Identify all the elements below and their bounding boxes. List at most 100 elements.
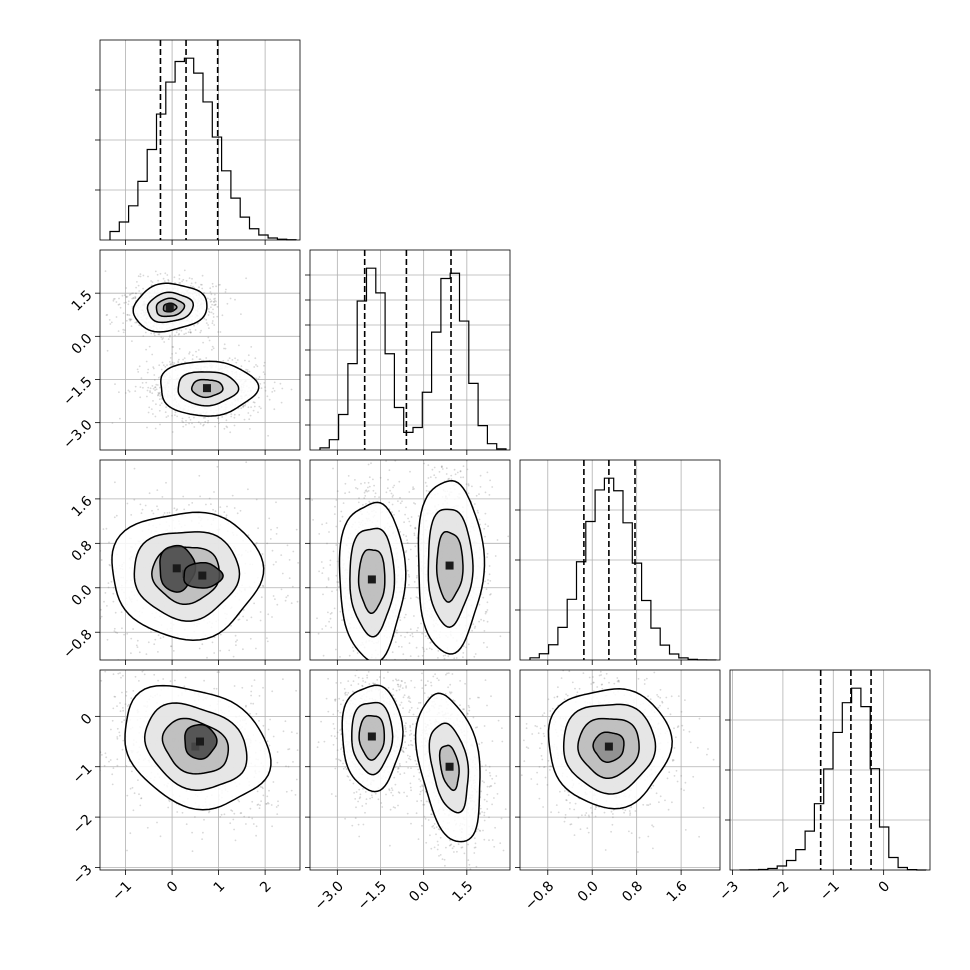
scatter-point — [182, 425, 185, 428]
scatter-point — [421, 632, 424, 635]
scatter-point — [398, 662, 400, 664]
scatter-point — [146, 371, 149, 374]
scatter-point — [373, 484, 375, 487]
scatter-point — [477, 511, 479, 514]
scatter-point — [408, 520, 411, 523]
scatter-point — [424, 635, 427, 637]
scatter-point — [166, 274, 169, 276]
scatter-point — [416, 629, 418, 632]
scatter-point — [486, 601, 489, 604]
scatter-point — [386, 487, 389, 490]
scatter-point — [189, 332, 192, 334]
scatter-point — [196, 322, 199, 325]
scatter-point — [112, 767, 115, 769]
scatter-point — [238, 800, 241, 803]
scatter-point — [212, 508, 215, 511]
scatter-point — [327, 611, 329, 614]
scatter-point — [157, 394, 159, 397]
scatter-point — [339, 520, 342, 523]
scatter-point — [217, 331, 220, 333]
scatter-point — [413, 532, 416, 535]
scatter-point — [149, 390, 151, 392]
scatter-point — [409, 548, 412, 551]
scatter-point — [250, 690, 253, 693]
scatter-point — [125, 287, 128, 289]
scatter-point — [276, 761, 279, 764]
scatter-point — [407, 517, 409, 520]
scatter-point — [303, 779, 305, 781]
scatter-point — [173, 507, 176, 510]
scatter-point — [399, 677, 401, 679]
scatter-point — [321, 628, 324, 630]
scatter-point — [45, 565, 47, 567]
scatter-point — [414, 545, 417, 548]
scatter-point — [145, 381, 148, 384]
scatter-point — [405, 506, 407, 509]
scatter-point — [407, 558, 410, 561]
scatter-point — [429, 476, 432, 478]
scatter-point — [227, 359, 230, 362]
scatter-point — [252, 401, 255, 404]
scatter-point — [403, 616, 406, 619]
scatter-point — [150, 668, 152, 670]
scatter-point — [360, 677, 362, 679]
scatter-point — [161, 338, 164, 341]
scatter-point — [129, 318, 132, 320]
density-peak-1 — [445, 561, 454, 570]
scatter-point — [193, 426, 196, 428]
scatter-point — [297, 562, 299, 564]
scatter-point — [169, 334, 171, 337]
scatter-point — [271, 549, 274, 552]
scatter-point — [367, 463, 370, 466]
scatter-point — [240, 313, 242, 315]
scatter-point — [398, 616, 401, 619]
scatter-point — [447, 478, 450, 480]
scatter-point — [490, 593, 492, 595]
y-tick-label: −0.8 — [60, 627, 95, 662]
scatter-point — [112, 592, 115, 595]
scatter-point — [386, 664, 388, 666]
scatter-point — [366, 490, 369, 493]
scatter-point — [128, 294, 131, 296]
scatter-point — [171, 346, 174, 348]
scatter-point — [456, 661, 458, 663]
scatter-point — [178, 358, 180, 361]
scatter-point — [322, 593, 324, 596]
scatter-point — [231, 494, 234, 497]
scatter-point — [211, 282, 214, 285]
scatter-panel-1-0: −3.0−1.50.01.5 — [60, 249, 301, 455]
scatter-point — [437, 657, 439, 659]
panel-frame — [99, 459, 301, 661]
scatter-point — [198, 286, 200, 289]
scatter-point — [189, 285, 192, 287]
scatter-point — [112, 707, 115, 710]
scatter-point — [274, 598, 276, 600]
scatter-point — [136, 646, 139, 648]
scatter-point — [462, 645, 465, 648]
scatter-point — [129, 319, 132, 322]
scatter-point — [219, 283, 221, 286]
scatter-point — [393, 513, 395, 516]
scatter-point — [160, 368, 163, 371]
scatter-point — [327, 577, 330, 579]
scatter-point — [214, 425, 217, 428]
scatter-point — [233, 413, 236, 416]
scatter-point — [397, 500, 399, 502]
scatter-point — [489, 479, 491, 482]
scatter-point — [368, 476, 371, 479]
scatter-point — [109, 323, 112, 325]
scatter-point — [208, 310, 210, 313]
scatter-point — [232, 655, 235, 658]
scatter-point — [211, 320, 214, 322]
scatter-point — [259, 611, 262, 613]
scatter-point — [485, 611, 488, 613]
scatter-point — [365, 489, 368, 492]
scatter-point — [223, 511, 226, 513]
scatter-point — [405, 550, 408, 552]
scatter-point — [420, 660, 422, 662]
scatter-point — [129, 318, 132, 321]
scatter-point — [170, 645, 172, 648]
scatter-point — [143, 673, 146, 676]
scatter-point — [183, 333, 186, 335]
scatter-point — [317, 632, 320, 635]
